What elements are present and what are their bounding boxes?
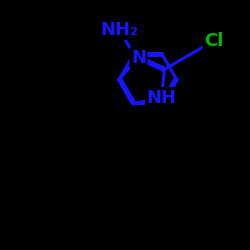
Text: NH₂: NH₂ xyxy=(100,21,138,39)
Text: Cl: Cl xyxy=(204,32,223,50)
Text: N: N xyxy=(154,94,170,112)
Text: N: N xyxy=(131,49,146,67)
Text: NH: NH xyxy=(146,88,176,106)
